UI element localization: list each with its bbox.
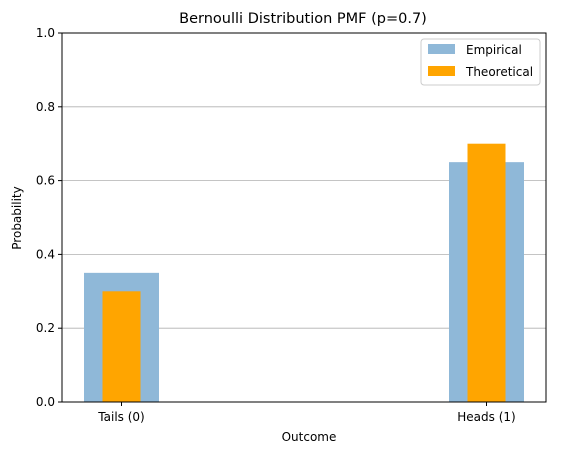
x-tick-label-1: Heads (1) bbox=[457, 410, 515, 424]
legend-label-theoretical: Theoretical bbox=[465, 65, 533, 79]
y-tick-label-3: 0.6 bbox=[36, 174, 55, 188]
x-axis-label: Outcome bbox=[282, 430, 337, 444]
legend-swatch-empirical bbox=[428, 44, 455, 54]
y-tick-label-1: 0.2 bbox=[36, 321, 55, 335]
x-axis-ticks: Tails (0) Heads (1) bbox=[97, 402, 516, 424]
bar-theoretical-0 bbox=[102, 291, 141, 402]
y-tick-label-2: 0.4 bbox=[36, 247, 55, 261]
chart-title: Bernoulli Distribution PMF (p=0.7) bbox=[179, 11, 427, 27]
legend: Empirical Theoretical bbox=[420, 38, 541, 86]
bars bbox=[84, 143, 524, 402]
y-tick-label-0: 0.0 bbox=[36, 395, 55, 409]
bar-theoretical-1 bbox=[467, 143, 506, 402]
legend-swatch-theoretical bbox=[428, 66, 455, 76]
x-tick-label-0: Tails (0) bbox=[97, 410, 144, 424]
legend-label-empirical: Empirical bbox=[466, 43, 522, 57]
y-tick-label-5: 1.0 bbox=[36, 26, 55, 40]
y-axis-ticks: 0.0 0.2 0.4 0.6 0.8 1.0 bbox=[36, 26, 62, 409]
plot-frame bbox=[61, 32, 547, 403]
y-axis-label: Probability bbox=[10, 186, 24, 249]
y-tick-label-4: 0.8 bbox=[36, 100, 55, 114]
